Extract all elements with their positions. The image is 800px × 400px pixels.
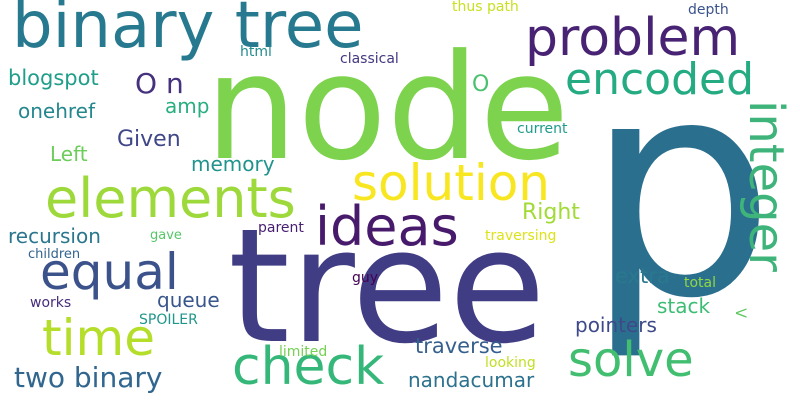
word-given: Given	[117, 127, 181, 152]
word-binary-tree: binary tree	[12, 0, 364, 63]
word-classical: classical	[340, 51, 399, 67]
word-extra: extra	[615, 264, 670, 288]
word-total: total	[684, 275, 717, 291]
word-nandacumar: nandacumar	[408, 368, 535, 392]
word-gave: gave	[150, 228, 182, 243]
word-blogspot: blogspot	[8, 66, 99, 90]
word-time: time	[42, 309, 155, 367]
word-parent: parent	[258, 220, 304, 236]
word-encoded: encoded	[565, 54, 754, 105]
word-html: html	[240, 44, 272, 60]
word-tree: tree	[228, 195, 546, 379]
word-current: current	[517, 121, 568, 137]
word-check: check	[232, 337, 385, 397]
word-ideas: ideas	[315, 195, 459, 258]
word-o-n: O n	[135, 67, 184, 100]
word-two-binary: two binary	[14, 361, 163, 394]
word-amp: amp	[165, 94, 210, 118]
word-spoiler: SPOILER	[139, 312, 198, 328]
word-limited: limited	[279, 344, 328, 360]
word-works: works	[30, 295, 72, 311]
word-left: Left	[50, 142, 88, 166]
word-equal: equal	[40, 243, 179, 301]
word-node: node	[205, 23, 570, 193]
word-looking: looking	[485, 355, 536, 371]
word-v: V	[731, 308, 748, 318]
word-right: Right	[522, 200, 580, 225]
word-solve: solve	[568, 332, 694, 388]
word-queue: queue	[157, 288, 220, 312]
word-children: children	[28, 247, 81, 262]
word-traversing: traversing	[485, 228, 557, 244]
word-elements: elements	[45, 167, 296, 230]
word-onehref: onehref	[18, 99, 96, 123]
word-depth: depth	[688, 2, 729, 18]
word-guy: guy	[352, 270, 379, 286]
word-solution: solution	[352, 154, 550, 212]
word-thus-path: thus path	[452, 0, 519, 15]
word-pointers: pointers	[575, 313, 657, 337]
word-p: p	[585, 15, 776, 364]
word-problem: problem	[525, 8, 741, 68]
word-o: O	[472, 72, 490, 97]
word-traverse: traverse	[415, 334, 503, 358]
word-recursion: recursion	[8, 224, 101, 248]
word-stack: stack	[657, 294, 711, 318]
word-memory: memory	[191, 152, 275, 176]
word-integer: integer	[738, 100, 794, 272]
